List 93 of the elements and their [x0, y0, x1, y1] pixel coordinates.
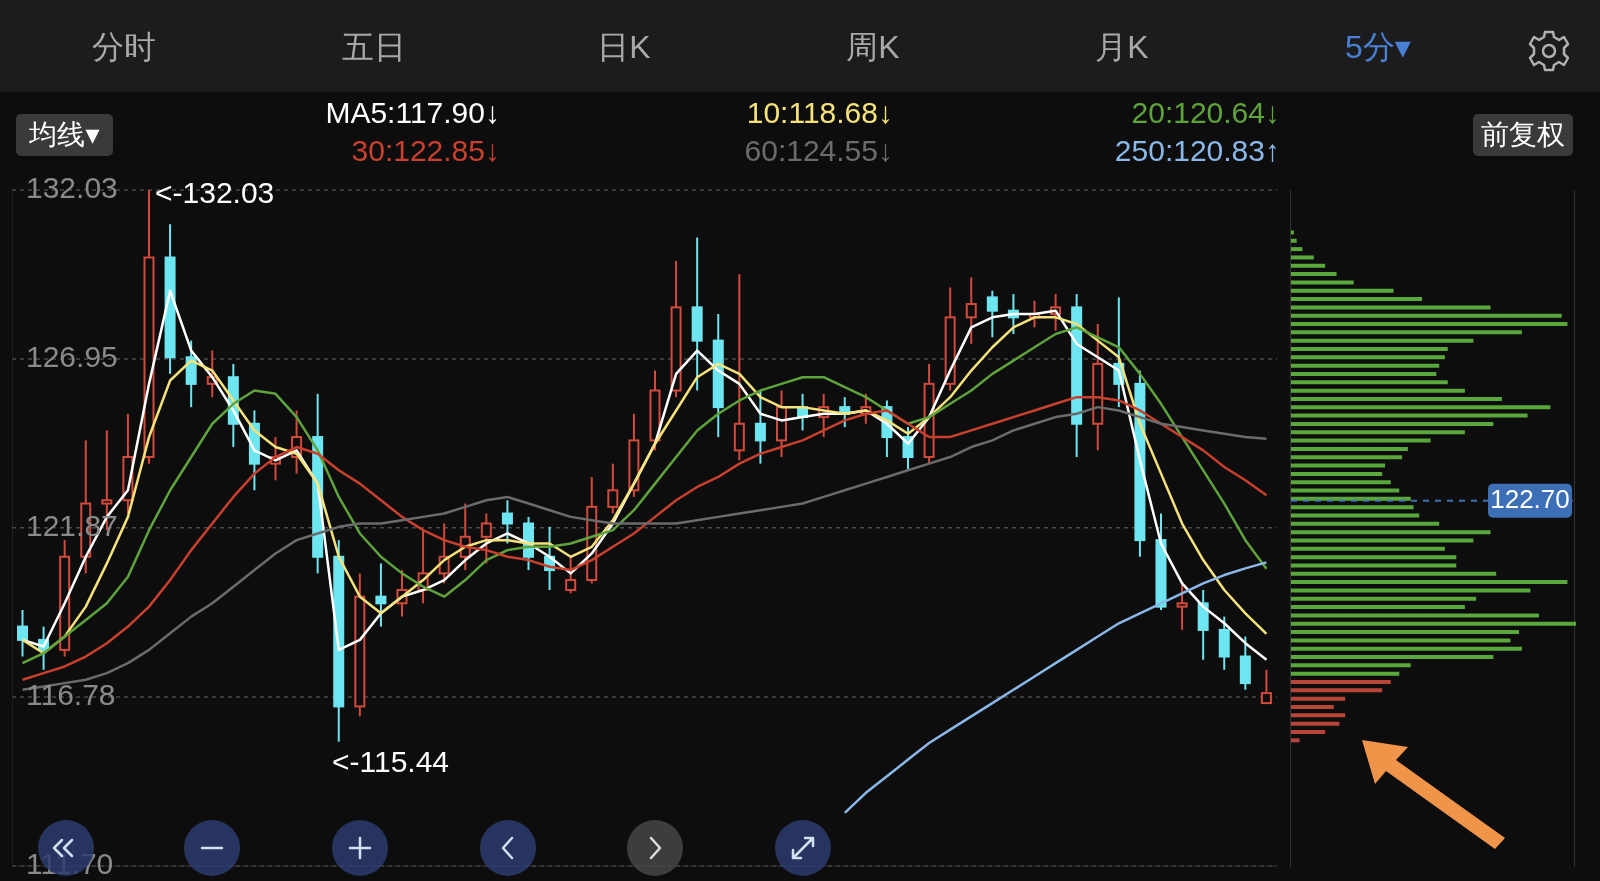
candlestick	[375, 562, 387, 628]
bar	[1291, 297, 1423, 302]
bar	[1291, 704, 1334, 709]
bar	[1291, 571, 1497, 576]
bar	[1291, 238, 1297, 243]
bar	[1291, 230, 1294, 235]
candlestick	[501, 499, 513, 545]
y-tick-label: 116.78	[26, 678, 116, 712]
bar	[1291, 605, 1465, 610]
bar	[1291, 446, 1408, 451]
candlestick	[986, 289, 998, 339]
y-tick-label: 126.95	[26, 339, 118, 373]
candlestick	[965, 276, 977, 345]
bar	[1291, 488, 1400, 493]
annotation: <-115.44	[332, 745, 450, 779]
bar	[1291, 563, 1457, 568]
bar	[1291, 463, 1386, 468]
bar	[1291, 521, 1440, 526]
bar	[1291, 322, 1568, 327]
bar	[1291, 596, 1477, 601]
bar	[1291, 480, 1391, 485]
annotation: <-132.03	[155, 176, 275, 210]
bar	[1291, 721, 1340, 726]
bar	[1291, 380, 1448, 385]
bar	[1291, 729, 1326, 734]
bar	[1291, 388, 1465, 393]
candlestick	[17, 608, 28, 658]
bar	[1291, 438, 1431, 443]
bar	[1291, 330, 1522, 335]
bar	[1291, 588, 1531, 593]
ref-line-label: 122.70	[1490, 483, 1570, 514]
bar	[1291, 247, 1303, 252]
bar	[1291, 546, 1445, 551]
bar	[1291, 347, 1448, 352]
candlestick	[1260, 668, 1272, 705]
text: 60:124.55↓	[743, 134, 893, 168]
bar	[1291, 413, 1528, 418]
bar	[1291, 655, 1494, 660]
bar	[1291, 663, 1411, 668]
bar	[1291, 696, 1346, 701]
bar	[1291, 613, 1539, 618]
bar	[1291, 355, 1445, 360]
text: 均线▾	[16, 114, 113, 156]
bar	[1291, 272, 1337, 277]
bar	[1291, 638, 1511, 643]
bar	[1291, 621, 1576, 626]
bar	[1291, 396, 1502, 401]
bar	[1291, 738, 1300, 743]
text: 分时	[91, 28, 157, 67]
bar	[1291, 630, 1519, 635]
bar	[1291, 263, 1326, 268]
line-series	[843, 561, 1268, 815]
bar	[1291, 671, 1400, 676]
bar	[1291, 646, 1522, 651]
text: 20:120.64↓	[1130, 96, 1280, 130]
bar	[1291, 580, 1568, 585]
bar	[1291, 555, 1457, 560]
bar	[1291, 363, 1440, 368]
bar	[1291, 255, 1314, 260]
bar	[1291, 530, 1491, 535]
bar	[1291, 421, 1494, 426]
candlestick	[1176, 582, 1188, 631]
bar	[1291, 455, 1403, 460]
candlestick	[607, 462, 619, 515]
candlestick	[480, 512, 492, 565]
text: 5分▾	[1344, 28, 1412, 67]
bar	[1291, 338, 1474, 343]
text: 五日	[341, 28, 407, 67]
candlestick	[754, 389, 766, 465]
bar	[1291, 713, 1346, 718]
bar	[1291, 538, 1474, 543]
candlestick	[565, 555, 577, 595]
text: 前复权	[1473, 114, 1573, 156]
bar	[1291, 280, 1354, 285]
bar	[1291, 513, 1420, 518]
text: 日K	[596, 28, 652, 67]
text: 30:122.85↓	[350, 134, 500, 168]
text: 月K	[1094, 28, 1150, 67]
bar	[1291, 505, 1414, 510]
text: MA5:117.90↓	[324, 96, 500, 130]
text: 250:120.83↑	[1113, 134, 1280, 168]
text: 周K	[845, 28, 901, 67]
bar	[1291, 430, 1465, 435]
bar	[1291, 471, 1383, 476]
text: 10:118.68↓	[745, 96, 893, 130]
bar	[1291, 288, 1394, 293]
bar	[1291, 680, 1391, 685]
bar	[1291, 405, 1551, 410]
y-tick-label: 132.03	[26, 170, 118, 204]
bar	[1291, 688, 1383, 693]
bar	[1291, 305, 1491, 310]
bar	[1291, 371, 1437, 376]
bar	[1291, 313, 1562, 318]
